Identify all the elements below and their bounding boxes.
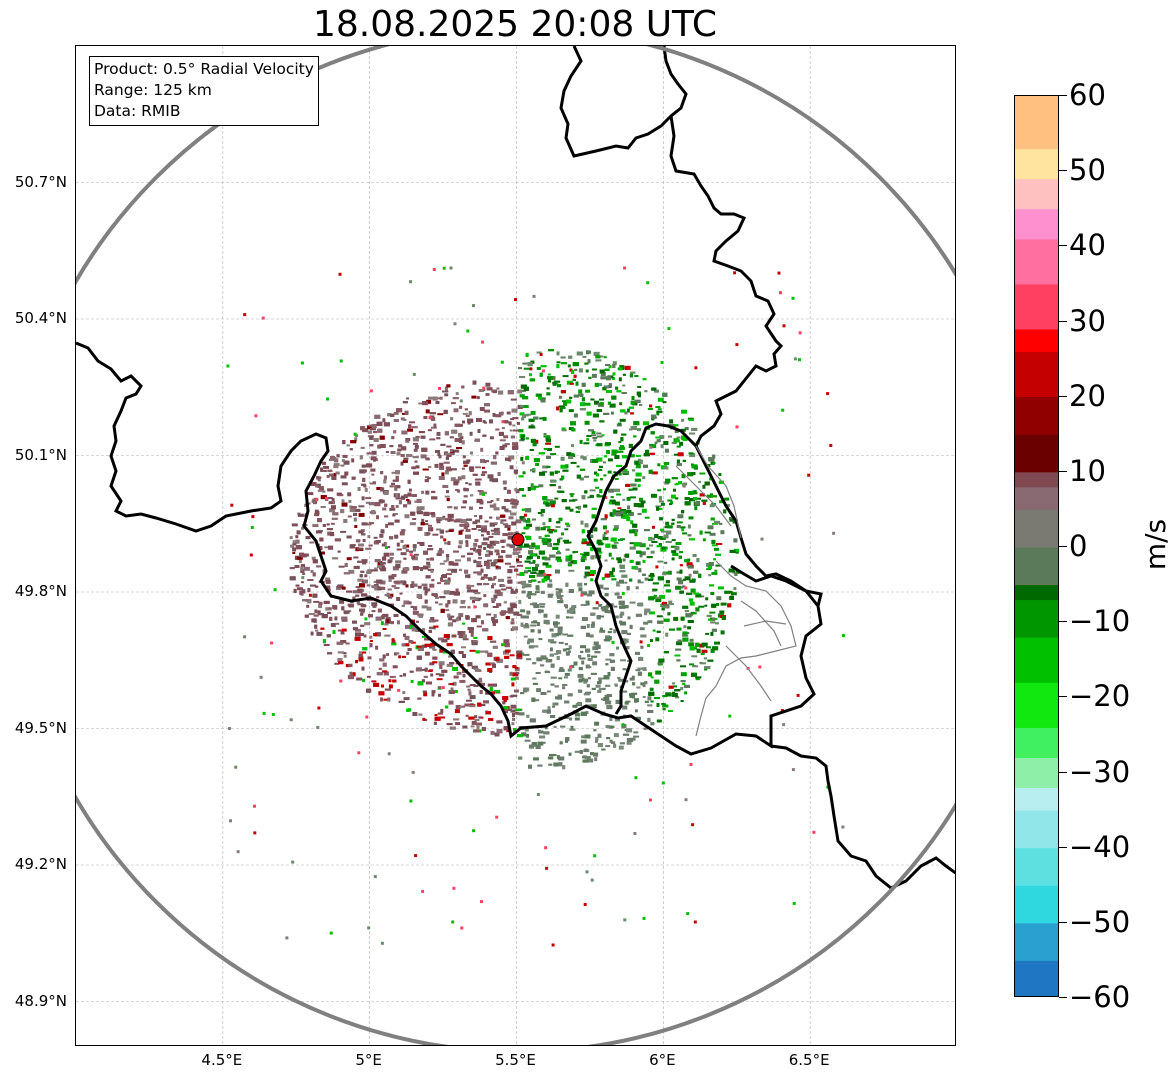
colorbar-tick (1059, 621, 1067, 623)
colorbar-segment (1015, 599, 1058, 638)
colorbar-tick (1059, 95, 1067, 96)
map-canvas[interactable] (76, 46, 956, 1046)
colorbar-segment (1015, 283, 1058, 330)
colorbar-unit-label: m/s (1139, 518, 1171, 571)
colorbar-segment (1015, 178, 1058, 210)
product-info-box: Product: 0.5° Radial Velocity Range: 125… (89, 56, 319, 126)
info-source: Data: RMIB (94, 102, 181, 120)
colorbar-segment (1015, 471, 1058, 488)
colorbar-tick-label: 40 (1069, 228, 1106, 263)
colorbar-segment (1015, 847, 1058, 886)
colorbar-segment (1015, 396, 1058, 435)
colorbar-tick (1059, 170, 1067, 172)
colorbar-tick (1059, 470, 1067, 472)
lat-tick-label: 50.7°N (14, 172, 67, 191)
country-borders (76, 46, 955, 890)
colorbar-tick (1059, 846, 1067, 848)
colorbar-segment (1015, 351, 1058, 398)
colorbar-segment (1015, 509, 1058, 548)
sub-border-luxembourg (675, 445, 797, 737)
colorbar-segment (1015, 810, 1058, 849)
colorbar-tick-label: 30 (1069, 303, 1106, 338)
lat-tick-label: 49.5°N (14, 718, 67, 737)
colorbar-tick (1059, 395, 1067, 397)
colorbar-tick (1059, 245, 1067, 247)
colorbar-gradient (1015, 96, 1058, 996)
radar-site-marker[interactable] (511, 533, 525, 547)
colorbar-segment (1015, 486, 1058, 510)
lat-tick-label: 49.2°N (14, 855, 67, 873)
colorbar-segment (1015, 757, 1058, 789)
velocity-colorbar (1014, 95, 1059, 997)
colorbar-segment (1015, 148, 1058, 180)
colorbar-segment (1015, 637, 1058, 683)
colorbar-segment (1015, 208, 1058, 240)
colorbar-tick-label: −60 (1069, 980, 1131, 1014)
colorbar-tick-label: −40 (1069, 829, 1131, 864)
lon-tick-label: 5°E (355, 1051, 382, 1069)
colorbar-tick-label: 10 (1069, 453, 1106, 488)
lon-tick-label: 4.5°E (201, 1051, 243, 1069)
info-range: Range: 125 km (94, 81, 212, 99)
lon-tick-label: 6°E (649, 1051, 676, 1069)
colorbar-tick (1059, 771, 1067, 773)
colorbar-tick-label: −50 (1069, 904, 1131, 939)
colorbar-segment (1015, 727, 1058, 758)
colorbar-tick (1059, 320, 1067, 322)
colorbar-tick (1059, 921, 1067, 923)
colorbar-tick-label: 60 (1069, 78, 1106, 112)
lat-tick-label: 50.1°N (14, 445, 67, 464)
chart-title: 18.08.2025 20:08 UTC (312, 4, 718, 45)
colorbar-segment (1015, 960, 1058, 996)
colorbar-tick (1059, 997, 1067, 998)
colorbar-segment (1015, 584, 1058, 601)
border-belgium-germany (559, 46, 784, 715)
colorbar-segment (1015, 238, 1058, 285)
colorbar-segment (1015, 922, 1058, 961)
radar-map[interactable] (75, 45, 956, 1046)
colorbar-tick-label: −20 (1069, 679, 1131, 714)
colorbar-segment (1015, 787, 1058, 811)
colorbar-tick-label: 0 (1069, 529, 1088, 563)
colorbar-tick-label: −10 (1069, 604, 1131, 639)
colorbar-tick-label: −30 (1069, 754, 1131, 789)
radar-echoes (226, 266, 845, 947)
colorbar-segment (1015, 96, 1058, 150)
range-ring (76, 46, 955, 1045)
border-france-belgium (76, 341, 823, 756)
colorbar-segment (1015, 547, 1058, 586)
gridlines (76, 46, 955, 1045)
lon-tick-label: 5.5°E (495, 1051, 536, 1069)
colorbar-tick (1059, 546, 1067, 547)
border-luxembourg-germany (694, 445, 955, 890)
lat-tick-label: 50.4°N (14, 309, 67, 327)
colorbar-segment (1015, 329, 1058, 353)
lat-tick-label: 49.8°N (14, 582, 67, 600)
lat-tick-label: 48.9°N (14, 991, 67, 1010)
colorbar-segment (1015, 885, 1058, 924)
colorbar-tick-label: 50 (1069, 153, 1106, 188)
colorbar-segment (1015, 682, 1058, 728)
colorbar-tick-label: 20 (1069, 378, 1106, 413)
info-product: Product: 0.5° Radial Velocity (94, 60, 314, 78)
colorbar-tick (1059, 696, 1067, 698)
colorbar-segment (1015, 434, 1058, 473)
lon-tick-label: 6.5°E (788, 1051, 830, 1069)
